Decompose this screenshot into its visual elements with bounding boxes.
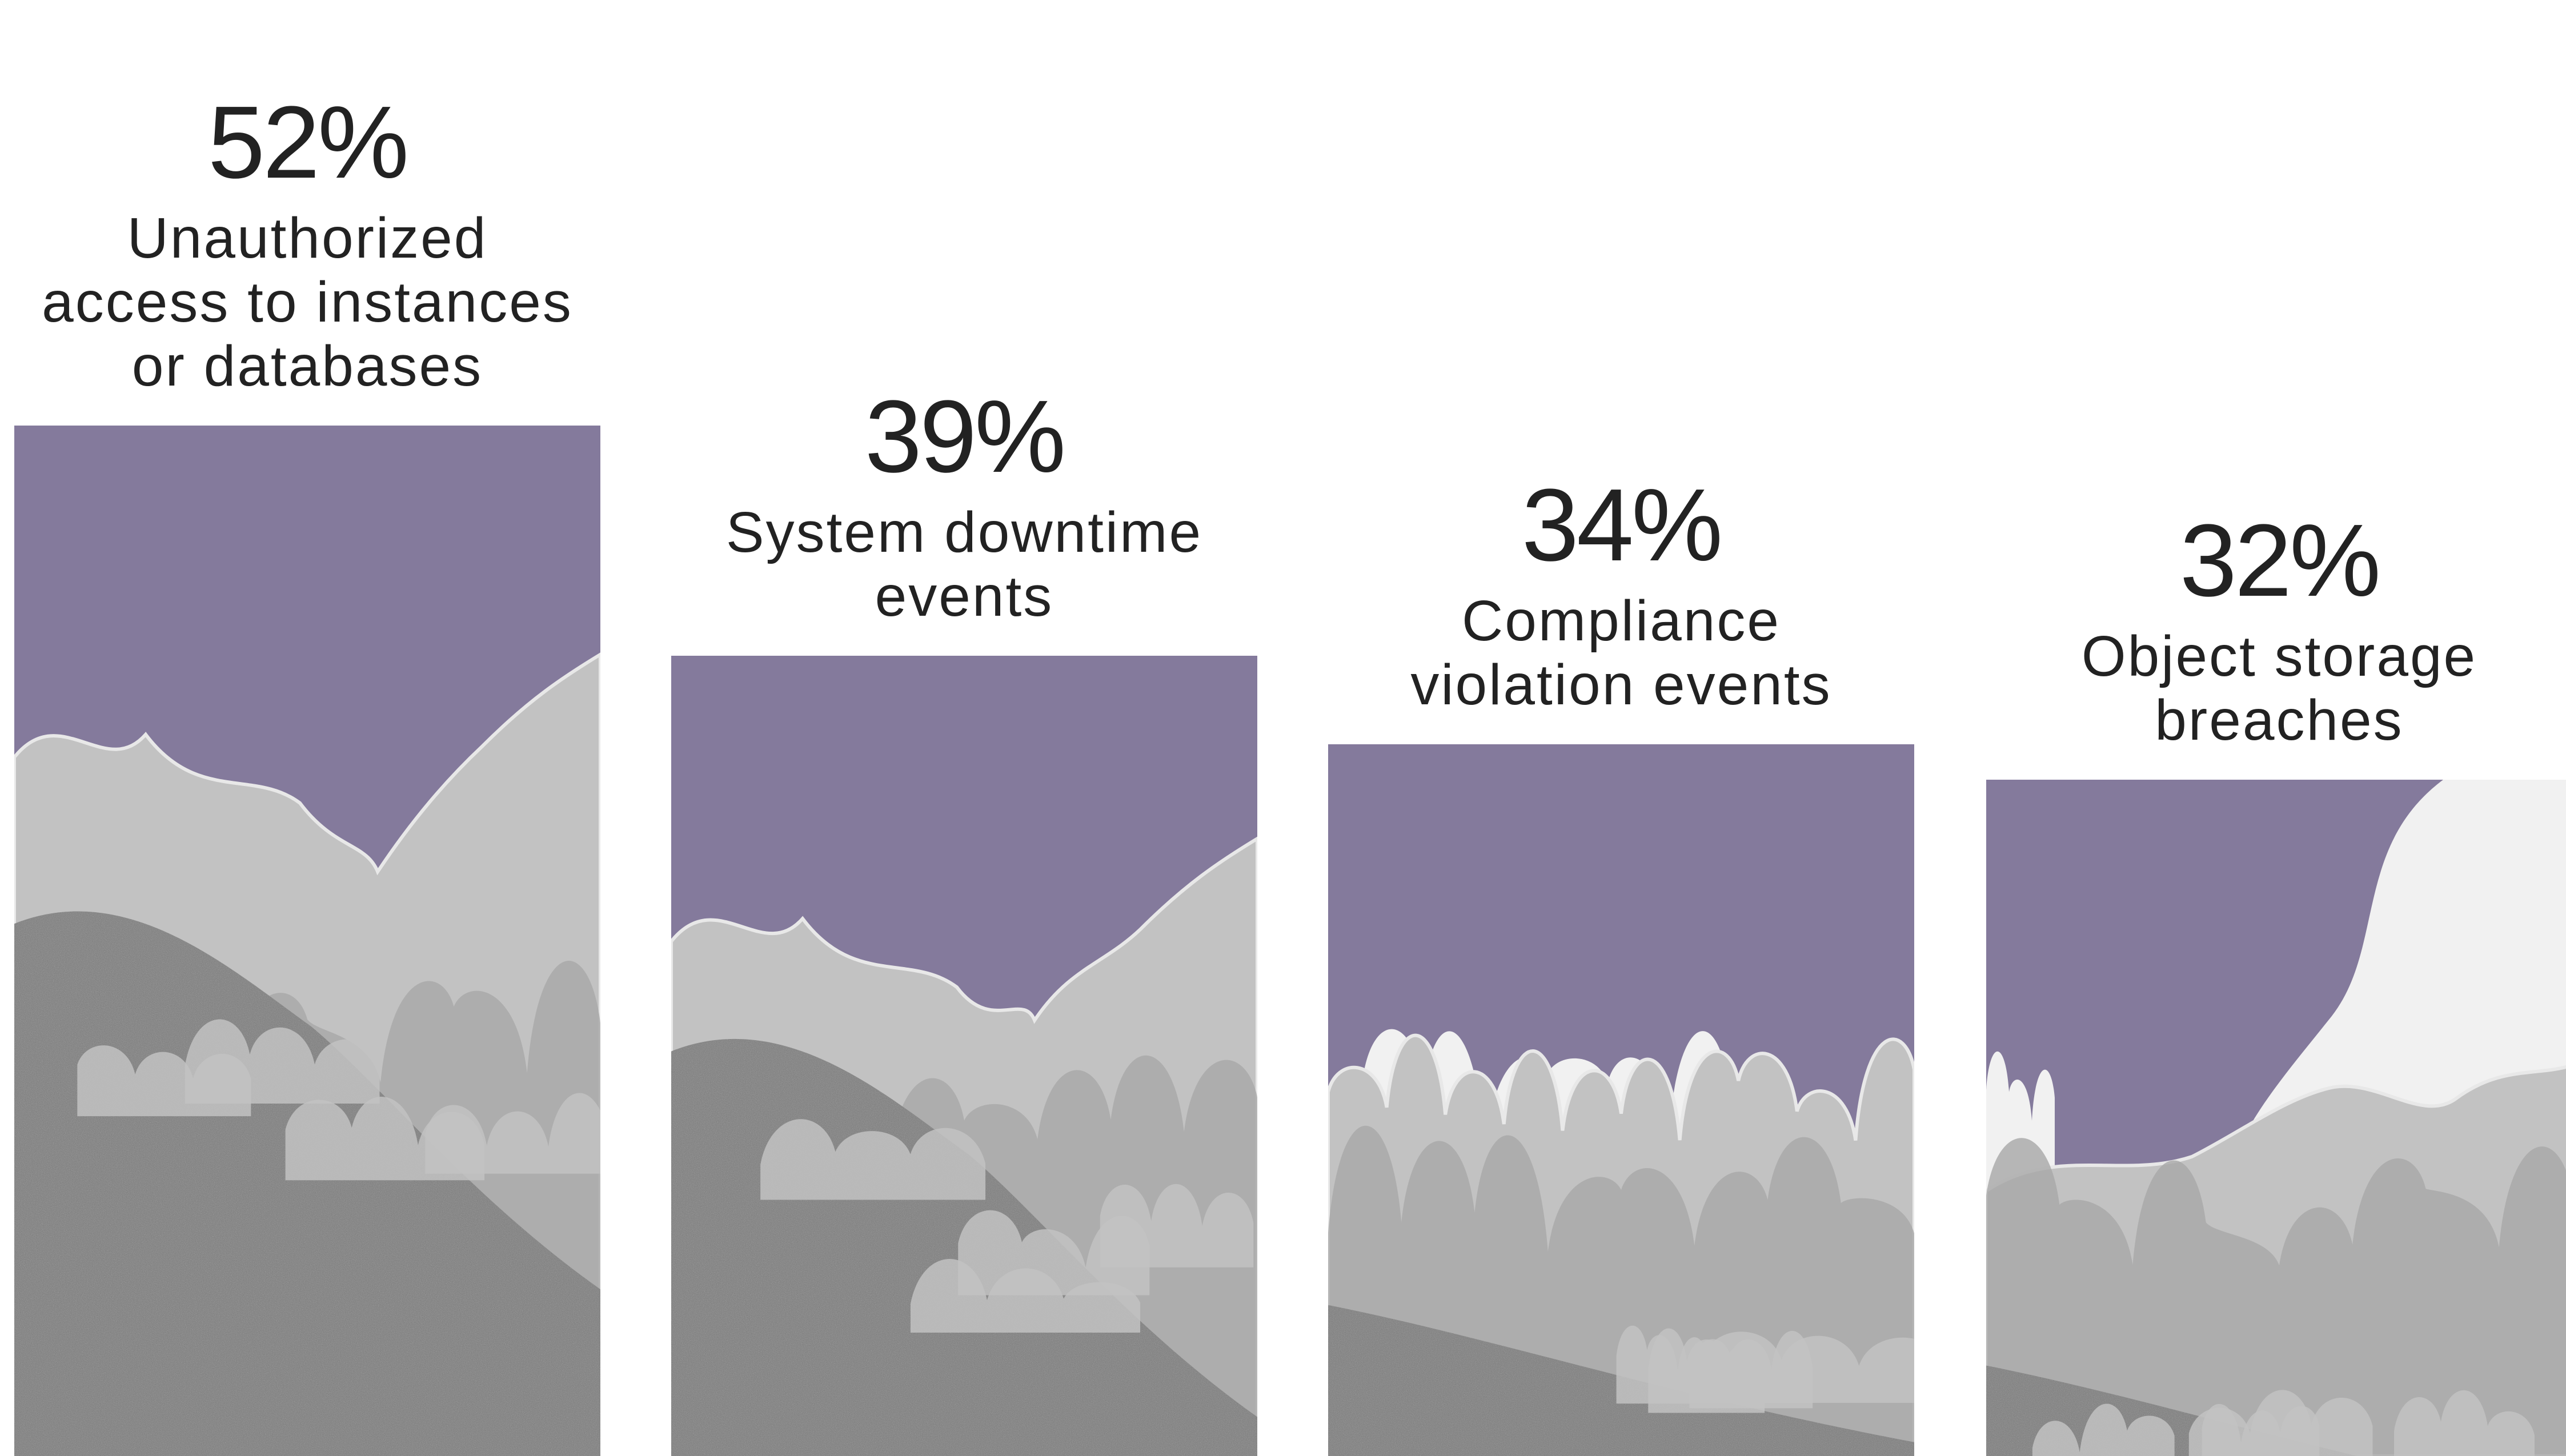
cloud-wisp (2393, 1390, 2535, 1456)
bar-3-fill (1328, 744, 1914, 1456)
category-label-line: or databases (132, 334, 483, 398)
category-label-4: Object storage breaches (2082, 624, 2477, 752)
bar-4 (1986, 780, 2566, 1456)
bar-4-fill (1986, 780, 2566, 1456)
value-label-1: 52% (208, 85, 407, 200)
cloud-wisp (2188, 1390, 2373, 1456)
cloud-wisp (1689, 1330, 1813, 1409)
cloud-shade (1986, 1138, 2566, 1456)
category-label-line: Compliance (1462, 589, 1781, 653)
labels-layer: 52%Unauthorized access to instances or dat… (42, 85, 2477, 752)
category-label-1: Unauthorized access to instances or databa… (42, 206, 573, 398)
cloud-wisp (2032, 1403, 2175, 1456)
value-label-3: 34% (1522, 468, 1721, 583)
category-label-line: breaches (2155, 688, 2403, 752)
cloud-wisp (77, 1045, 251, 1117)
bars-layer (14, 426, 2566, 1456)
cloud-wisp (1100, 1184, 1254, 1268)
value-label-4: 32% (2180, 503, 2379, 618)
category-label-line: System downtime (726, 500, 1202, 564)
bar-1 (14, 426, 600, 1456)
cloud-wisp (910, 1259, 1141, 1333)
category-label-3: Compliance violation events (1410, 589, 1831, 717)
value-label-2: 39% (865, 379, 1064, 494)
bar-2 (671, 656, 1257, 1456)
bar-2-fill (671, 656, 1257, 1456)
cloud-dark (14, 911, 600, 1456)
category-label-2: System downtime events (726, 500, 1202, 628)
category-label-line: violation events (1410, 653, 1831, 717)
cloud-wisp (1616, 1325, 1709, 1404)
category-label-line: Object storage (2082, 624, 2477, 688)
cloud-wisp (285, 1097, 485, 1181)
category-label-line: events (875, 564, 1054, 628)
cloud-wisp (760, 1119, 986, 1200)
bar-1-fill (14, 426, 600, 1456)
category-label-line: access to instances (42, 270, 573, 334)
category-label-line: Unauthorized (127, 206, 488, 270)
bar-3 (1328, 744, 1914, 1456)
